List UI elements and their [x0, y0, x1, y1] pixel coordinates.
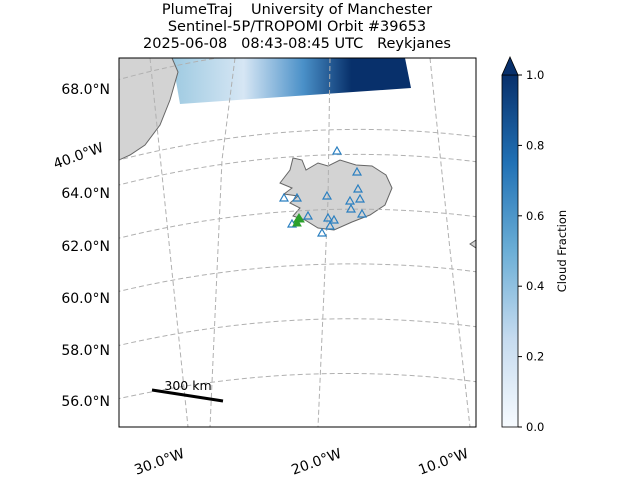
scale-bar — [151, 388, 224, 403]
greenland — [119, 58, 179, 161]
lon-label: 30.0°W — [132, 446, 186, 479]
colorbar-tick-label: 0.6 — [526, 209, 544, 223]
colorbar — [501, 74, 519, 428]
volcano-markers — [278, 145, 368, 237]
lon-label: 20.0°W — [289, 446, 343, 479]
satellite-swath — [172, 58, 411, 104]
colorbar-tick-label: 0.8 — [526, 138, 544, 152]
colorbar-tick-label: 0.4 — [526, 279, 544, 293]
lat-label: 56.0°N — [61, 394, 110, 410]
colorbar-tick-label: 0.0 — [526, 420, 544, 434]
lat-label: 62.0°N — [61, 239, 110, 255]
lat-label: 58.0°N — [61, 343, 110, 359]
lat-label: 68.0°N — [61, 82, 110, 98]
map — [119, 58, 476, 427]
colorbar-extend — [501, 56, 519, 76]
title-line: PlumeTraj University of Manchester — [162, 2, 432, 18]
lat-label: 60.0°N — [61, 291, 110, 307]
graticule — [119, 58, 476, 427]
map-frame — [118, 57, 477, 428]
lon-label: 10.0°W — [416, 446, 470, 479]
title-line: 2025-06-08 08:43-08:45 UTC Reykjanes — [143, 36, 451, 52]
colorbar-tick-label: 1.0 — [526, 68, 544, 82]
title-line: Sentinel-5P/TROPOMI Orbit #39653 — [168, 19, 426, 35]
lon-label: 40.0°W — [51, 140, 105, 173]
colorbar-label: Cloud Fraction — [555, 210, 569, 292]
colorbar-tick-label: 0.2 — [526, 350, 544, 364]
lat-label: 64.0°N — [61, 186, 110, 202]
scale-label: 300 km — [164, 378, 211, 393]
